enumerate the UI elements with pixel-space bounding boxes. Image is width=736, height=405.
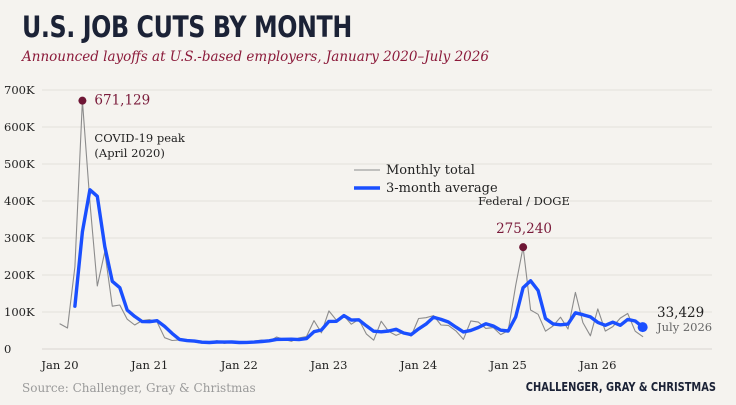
- gridlines: [42, 89, 712, 350]
- three-month-average-line: [73, 188, 645, 345]
- x-tick-label: Jan 21: [130, 358, 168, 372]
- brand-logo-text: CHALLENGER, GRAY & CHRISTMAS: [525, 380, 716, 394]
- y-tick-label: 0: [4, 342, 11, 356]
- doge-marker: [519, 243, 528, 252]
- y-tick-label: 600K: [4, 120, 35, 134]
- legend-label: Monthly total: [386, 163, 475, 178]
- covid-peak-note: COVID-19 peak: [94, 131, 186, 145]
- y-tick-label: 100K: [4, 305, 35, 319]
- x-tick-label: Jan 20: [40, 358, 78, 372]
- doge-note: Federal / DOGE: [478, 194, 570, 208]
- y-axis-ticks: 0 100K 200K 300K 400K 500K 600K 700K: [4, 83, 35, 356]
- covid-peak-value: 671,129: [94, 93, 150, 109]
- y-tick-label: 200K: [4, 268, 35, 282]
- x-tick-label: Jan 26: [578, 358, 616, 372]
- y-tick-label: 700K: [4, 83, 35, 97]
- latest-date: July 2026: [656, 320, 712, 334]
- x-tick-label: Jan 22: [220, 358, 258, 372]
- legend-label: 3-month average: [386, 181, 498, 196]
- legend: Monthly total 3-month average: [354, 163, 498, 196]
- x-axis-ticks: Jan 20 Jan 21 Jan 22 Jan 23 Jan 24 Jan 25 Jan …: [40, 358, 616, 372]
- series-lines: [59, 100, 645, 345]
- x-tick-label: Jan 25: [489, 358, 527, 372]
- doge-value: 275,240: [496, 221, 552, 237]
- chart-subtitle: Announced layoffs at U.S.-based employer…: [22, 49, 489, 65]
- x-tick-label: Jan 24: [399, 358, 437, 372]
- covid-peak-note: (April 2020): [94, 146, 164, 160]
- y-tick-label: 500K: [4, 157, 35, 171]
- x-tick-label: Jan 23: [309, 358, 347, 372]
- chart-title: U.S. JOB CUTS BY MONTH: [22, 10, 352, 44]
- source-note: Source: Challenger, Gray & Christmas: [22, 381, 256, 395]
- latest-value: 33,429: [657, 305, 704, 321]
- y-tick-label: 400K: [4, 194, 35, 208]
- latest-marker: [637, 322, 648, 333]
- annotations: 671,129 COVID-19 peak(April 2020) Federal …: [78, 93, 712, 334]
- y-tick-label: 300K: [4, 231, 35, 245]
- covid-peak-marker: [78, 96, 87, 105]
